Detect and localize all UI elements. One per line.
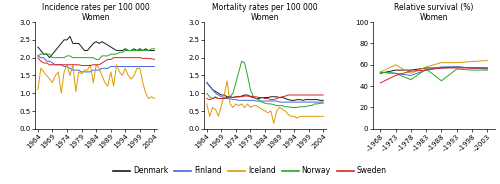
Title: Relative survival (%)
Women: Relative survival (%) Women — [394, 3, 473, 22]
Title: Mortality rates per 100 000
Women: Mortality rates per 100 000 Women — [212, 3, 318, 22]
Legend: Denmark, Finland, Iceland, Norway, Sweden: Denmark, Finland, Iceland, Norway, Swede… — [110, 163, 390, 178]
Title: Incidence rates per 100 000
Women: Incidence rates per 100 000 Women — [42, 3, 150, 22]
